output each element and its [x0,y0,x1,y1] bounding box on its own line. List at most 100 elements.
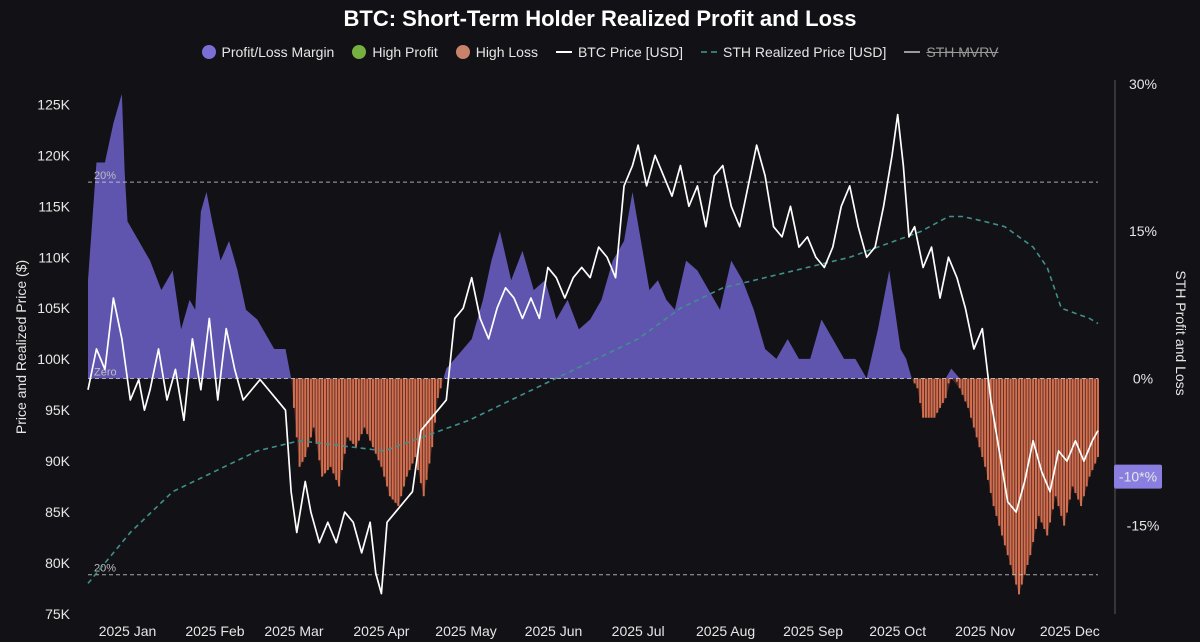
loss-bar [975,378,978,438]
loss-bar [986,378,989,480]
loss-bar [1023,378,1026,575]
loss-bar [304,378,307,457]
left-tick-label: 115K [38,198,70,214]
legend: Profit/Loss Margin High Profit High Loss… [0,44,1200,60]
legend-label-high-profit: High Profit [372,44,438,60]
loss-bar [981,378,984,457]
badge-background [1114,464,1162,489]
legend-label-margin: Profit/Loss Margin [221,44,335,60]
x-tick-label: 2025 May [435,623,496,639]
loss-bar [417,378,420,471]
btc-price-series [87,113,1099,595]
loss-bar [1003,378,1006,546]
loss-bar [402,378,405,487]
loss-bar [397,378,400,507]
left-tick-label: 125K [37,96,70,112]
loss-bar [1051,378,1054,510]
legend-label-btc-price: BTC Price [USD] [577,44,683,60]
legend-swatch-high-loss [455,45,470,59]
loss-bar [1074,378,1077,493]
sth-realized-line [87,215,1099,584]
left-tick-label: 90K [45,453,71,469]
legend-swatch-sth-realized [700,51,717,53]
loss-bar [349,378,352,441]
reference-lines: 20% Zero 20% [88,170,1098,576]
x-tick-label: 2025 Apr [353,623,409,639]
left-tick-label: 105K [37,300,70,316]
loss-bar [338,378,341,487]
badge-label: -10*% [1119,469,1157,485]
loss-bar [970,378,973,418]
left-tick-label: 80K [45,555,71,571]
loss-bar [295,378,298,438]
loss-bar [388,378,391,497]
x-tick-label: 2025 Jan [99,623,157,639]
loss-bar [1006,378,1009,556]
loss-bar [1068,378,1071,500]
loss-bar [1009,378,1012,565]
loss-bar [352,378,355,444]
loss-bar [340,378,343,471]
x-tick-label: 2025 Jun [525,623,583,639]
sth-realized-price-series [87,215,1099,584]
legend-item-btc-price[interactable]: BTC Price [USD] [555,44,683,60]
x-tick-label: 2025 Oct [869,623,926,639]
right-tick-label: 0% [1133,370,1153,386]
loss-bar [916,378,919,389]
legend-item-high-loss[interactable]: High Loss [455,44,538,60]
loss-bar [329,378,332,467]
loss-bar [405,378,408,477]
loss-bar [383,378,386,477]
loss-bar [386,378,389,487]
margin-loss-area [88,378,1098,595]
loss-bar [913,378,916,384]
loss-bar [292,378,295,408]
loss-bar [1088,378,1091,477]
loss-bar [967,378,970,408]
legend-item-sth-realized[interactable]: STH Realized Price [USD] [700,44,886,60]
margin-area [88,93,1099,595]
legend-item-high-profit[interactable]: High Profit [352,44,438,60]
reference-line-label: Zero [94,366,117,378]
loss-bar [1080,378,1083,507]
loss-bar [1077,378,1080,500]
loss-bar [335,378,338,480]
loss-bar [961,378,964,395]
loss-bar [431,378,434,448]
loss-bar [371,378,374,448]
left-tick-label: 75K [45,606,71,622]
legend-swatch-high-profit [352,45,367,59]
right-tick-label: 30% [1129,76,1157,92]
loss-bar [1043,378,1046,529]
loss-bar [1065,378,1068,513]
x-tick-label: 2025 Mar [264,623,323,639]
reference-line-label: 20% [94,170,116,182]
loss-bar [941,378,944,403]
btc-price-line [87,113,1099,595]
legend-swatch-margin [201,45,216,59]
loss-bar [927,378,930,418]
loss-bar [1012,378,1015,575]
loss-bar [1057,378,1060,507]
loss-bar [1015,378,1018,585]
loss-bar [944,378,947,399]
loss-bar [408,378,411,471]
legend-item-margin[interactable]: Profit/Loss Margin [201,44,335,60]
current-value-badge: -10*% [1114,464,1162,489]
loss-bar [343,378,346,454]
loss-bar [930,378,933,418]
loss-bar [1085,378,1088,487]
loss-bar [924,378,927,418]
loss-bar [936,378,939,413]
legend-item-sth-mvrv[interactable]: STH MVRV [904,44,998,60]
loss-bar [318,378,321,461]
right-tick-label: -15% [1127,518,1160,534]
legend-swatch-btc-price [555,51,572,53]
loss-bar [1060,378,1063,516]
loss-bar [939,378,941,408]
loss-bar [360,378,363,435]
loss-bar [425,378,428,480]
x-tick-label: 2025 Dec [1040,623,1100,639]
loss-bar [307,378,310,448]
loss-bar [377,378,380,461]
